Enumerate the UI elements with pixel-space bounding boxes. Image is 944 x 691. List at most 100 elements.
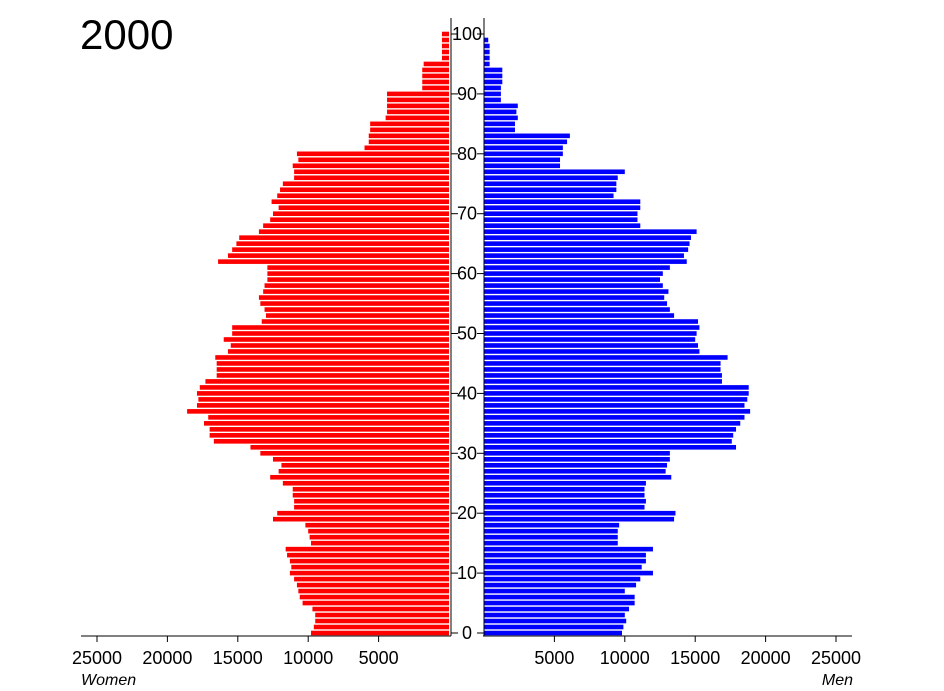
men-bar-age-84 (484, 127, 515, 133)
women-bar-age-79 (298, 157, 449, 163)
men-bar-age-36 (484, 415, 745, 420)
women-bar-age-88 (387, 103, 449, 109)
women-bar-age-0 (311, 630, 449, 636)
men-bar-age-88 (484, 103, 518, 109)
women-bar-age-24 (292, 486, 449, 492)
women-bar-age-4 (312, 606, 449, 612)
women-bar-age-31 (250, 445, 449, 450)
women-bar-age-6 (299, 594, 449, 600)
women-bar-age-22 (294, 498, 449, 504)
men-bar-age-3 (484, 612, 625, 618)
women-bar-age-8 (296, 582, 449, 588)
men-bar-age-7 (484, 588, 625, 594)
women-bar-age-92 (422, 79, 449, 85)
women-bar-age-23 (292, 492, 449, 498)
women-bar-age-59 (267, 277, 449, 282)
men-bar-age-56 (484, 295, 665, 300)
men-bar-age-58 (484, 283, 663, 288)
x-axis-label-women: Women (81, 672, 136, 689)
women-bar-age-99 (441, 37, 449, 43)
men-bar-age-70 (484, 211, 638, 216)
men-bar-age-47 (484, 349, 700, 354)
women-bar-age-3 (315, 612, 449, 618)
men-bar-age-93 (484, 73, 503, 79)
men-bar-age-0 (484, 630, 622, 636)
men-bar-age-48 (484, 343, 699, 348)
women-bar-age-67 (258, 229, 449, 234)
women-bar-age-89 (387, 97, 449, 103)
women-bar-age-46 (215, 355, 449, 360)
men-bar-age-41 (484, 385, 749, 390)
men-bar-age-66 (484, 235, 691, 240)
men-bar-age-82 (484, 139, 568, 145)
x-axis-label-men: Men (822, 672, 853, 689)
women-bar-age-80 (296, 151, 449, 157)
men-bar-age-35 (484, 421, 741, 426)
men-bar-age-24 (484, 486, 645, 492)
women-bar-age-95 (423, 61, 449, 67)
men-bar-age-78 (484, 163, 561, 169)
men-bar-age-28 (484, 462, 668, 468)
women-bar-age-70 (273, 211, 449, 216)
men-bar-age-60 (484, 271, 663, 276)
women-bar-age-84 (370, 127, 449, 133)
women-bars (187, 31, 449, 636)
men-x-tick-label: 25000 (811, 648, 861, 668)
men-bar-age-46 (484, 355, 728, 360)
women-bar-age-37 (187, 409, 449, 414)
women-x-tick-label: 15000 (213, 648, 263, 668)
age-tick-label: 50 (457, 324, 477, 344)
men-bar-age-69 (484, 217, 638, 222)
women-bar-age-60 (267, 271, 449, 276)
women-bar-age-86 (385, 115, 449, 121)
women-bar-age-91 (422, 85, 449, 91)
women-bar-age-39 (198, 397, 449, 402)
men-bar-age-52 (484, 319, 699, 324)
men-bar-age-32 (484, 439, 732, 444)
women-x-tick-label: 5000 (359, 648, 399, 668)
women-bar-age-35 (204, 421, 449, 426)
men-bar-age-53 (484, 313, 675, 318)
men-bar-age-1 (484, 624, 624, 630)
men-bar-age-17 (484, 528, 618, 534)
women-bar-age-20 (277, 510, 449, 516)
men-bar-age-90 (484, 91, 501, 97)
women-bar-age-2 (315, 618, 449, 624)
women-bar-age-28 (281, 462, 449, 468)
age-tick-label: 90 (457, 84, 477, 104)
women-bar-age-63 (227, 253, 449, 258)
men-bar-age-91 (484, 85, 501, 91)
women-bar-age-25 (282, 480, 449, 486)
women-bar-age-90 (387, 91, 449, 97)
women-bar-age-7 (298, 588, 449, 594)
women-bar-age-97 (441, 49, 449, 55)
women-x-tick-label: 10000 (283, 648, 333, 668)
women-bar-age-13 (287, 552, 449, 558)
men-bar-age-99 (484, 37, 489, 43)
men-bar-age-19 (484, 516, 675, 522)
men-bar-age-26 (484, 474, 672, 480)
men-bar-age-55 (484, 301, 668, 306)
age-tick-label: 40 (457, 383, 477, 403)
men-bar-age-11 (484, 564, 642, 570)
men-x-tick-label: 5000 (534, 648, 574, 668)
women-bar-age-44 (216, 367, 449, 372)
men-bar-age-29 (484, 456, 670, 462)
men-bar-age-61 (484, 265, 670, 270)
men-bar-age-5 (484, 600, 635, 606)
women-bar-age-19 (273, 516, 449, 522)
men-bar-age-49 (484, 337, 696, 342)
women-bar-age-11 (291, 564, 449, 570)
women-bar-age-83 (368, 133, 449, 139)
women-bar-age-77 (294, 169, 449, 175)
women-bar-age-42 (205, 379, 449, 384)
age-tick-label: 60 (457, 264, 477, 284)
men-bar-age-87 (484, 109, 517, 115)
men-bar-age-68 (484, 223, 641, 228)
women-bar-age-9 (294, 576, 449, 582)
men-bar-age-63 (484, 253, 684, 258)
women-bar-age-15 (311, 540, 449, 546)
men-bar-age-43 (484, 373, 722, 378)
men-bar-age-80 (484, 151, 563, 157)
men-bar-age-16 (484, 534, 618, 540)
